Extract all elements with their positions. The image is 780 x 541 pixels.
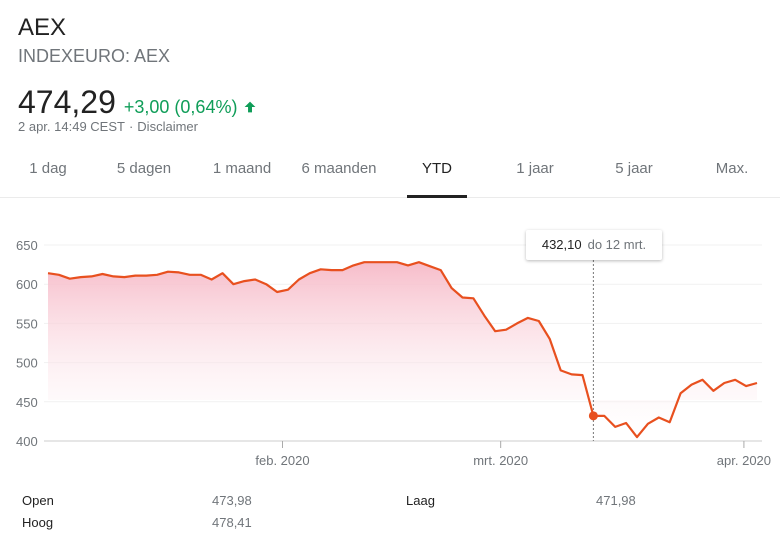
- chart-line: [47, 261, 758, 439]
- svg-text:apr. 2020: apr. 2020: [717, 453, 771, 468]
- svg-text:400: 400: [16, 434, 38, 449]
- tab-1-dag[interactable]: 1 dag: [29, 160, 67, 177]
- stat-high-label: Hoog: [22, 515, 54, 530]
- stat-low-label: Laag: [406, 493, 435, 508]
- tab-max[interactable]: Max.: [715, 160, 749, 177]
- tooltip-value: 432,10: [541, 237, 582, 252]
- price-row: 474,29 +3,00 (0,64%): [18, 84, 257, 120]
- arrow-up-icon: [243, 100, 257, 114]
- x-axis-ticks: feb. 2020 mrt. 2020 apr. 2020: [255, 441, 771, 468]
- separator: ·: [128, 119, 134, 134]
- timestamp: 2 apr. 14:49 CEST: [18, 119, 125, 134]
- tab-5-dagen[interactable]: 5 dagen: [116, 160, 172, 177]
- svg-text:600: 600: [16, 277, 38, 292]
- ticker-symbol: INDEXEURO: AEX: [18, 46, 171, 66]
- chart-area-fill: [48, 262, 757, 438]
- svg-text:mrt. 2020: mrt. 2020: [473, 453, 528, 468]
- tab-ytd[interactable]: YTD: [407, 140, 467, 198]
- price-chart[interactable]: 400 450 500 550 600 650 feb. 2020 mrt. 2020 apr…: [0, 225, 780, 475]
- y-axis-labels: 400 450 500 550 600 650: [16, 238, 38, 449]
- chart-tooltip: 432,10 do 12 mrt.: [526, 230, 662, 260]
- svg-text:500: 500: [16, 356, 38, 371]
- tooltip-date: do 12 mrt.: [587, 237, 647, 252]
- stat-low-value: 471,98: [596, 493, 636, 508]
- page-title: AEX: [18, 14, 67, 41]
- current-price: 474,29: [18, 84, 116, 120]
- disclaimer-link[interactable]: Disclaimer: [137, 119, 198, 134]
- svg-text:550: 550: [16, 316, 38, 331]
- tab-1-jaar[interactable]: 1 jaar: [516, 160, 554, 177]
- tab-1-maand[interactable]: 1 maand: [212, 160, 272, 177]
- tab-6-maanden[interactable]: 6 maanden: [301, 160, 377, 177]
- svg-text:feb. 2020: feb. 2020: [255, 453, 309, 468]
- hover-point: [588, 411, 598, 421]
- svg-text:650: 650: [16, 238, 38, 253]
- svg-text:450: 450: [16, 395, 38, 410]
- timestamp-row: 2 apr. 14:49 CEST · Disclaimer: [18, 119, 198, 134]
- stat-open-label: Open: [22, 493, 54, 508]
- tab-5-jaar[interactable]: 5 jaar: [615, 160, 653, 177]
- stat-high-value: 478,41: [212, 515, 252, 530]
- price-change: +3,00 (0,64%): [123, 97, 238, 117]
- range-tabs: 1 dag 5 dagen 1 maand 6 maanden YTD 1 ja…: [0, 140, 780, 198]
- stat-open-value: 473,98: [212, 493, 252, 508]
